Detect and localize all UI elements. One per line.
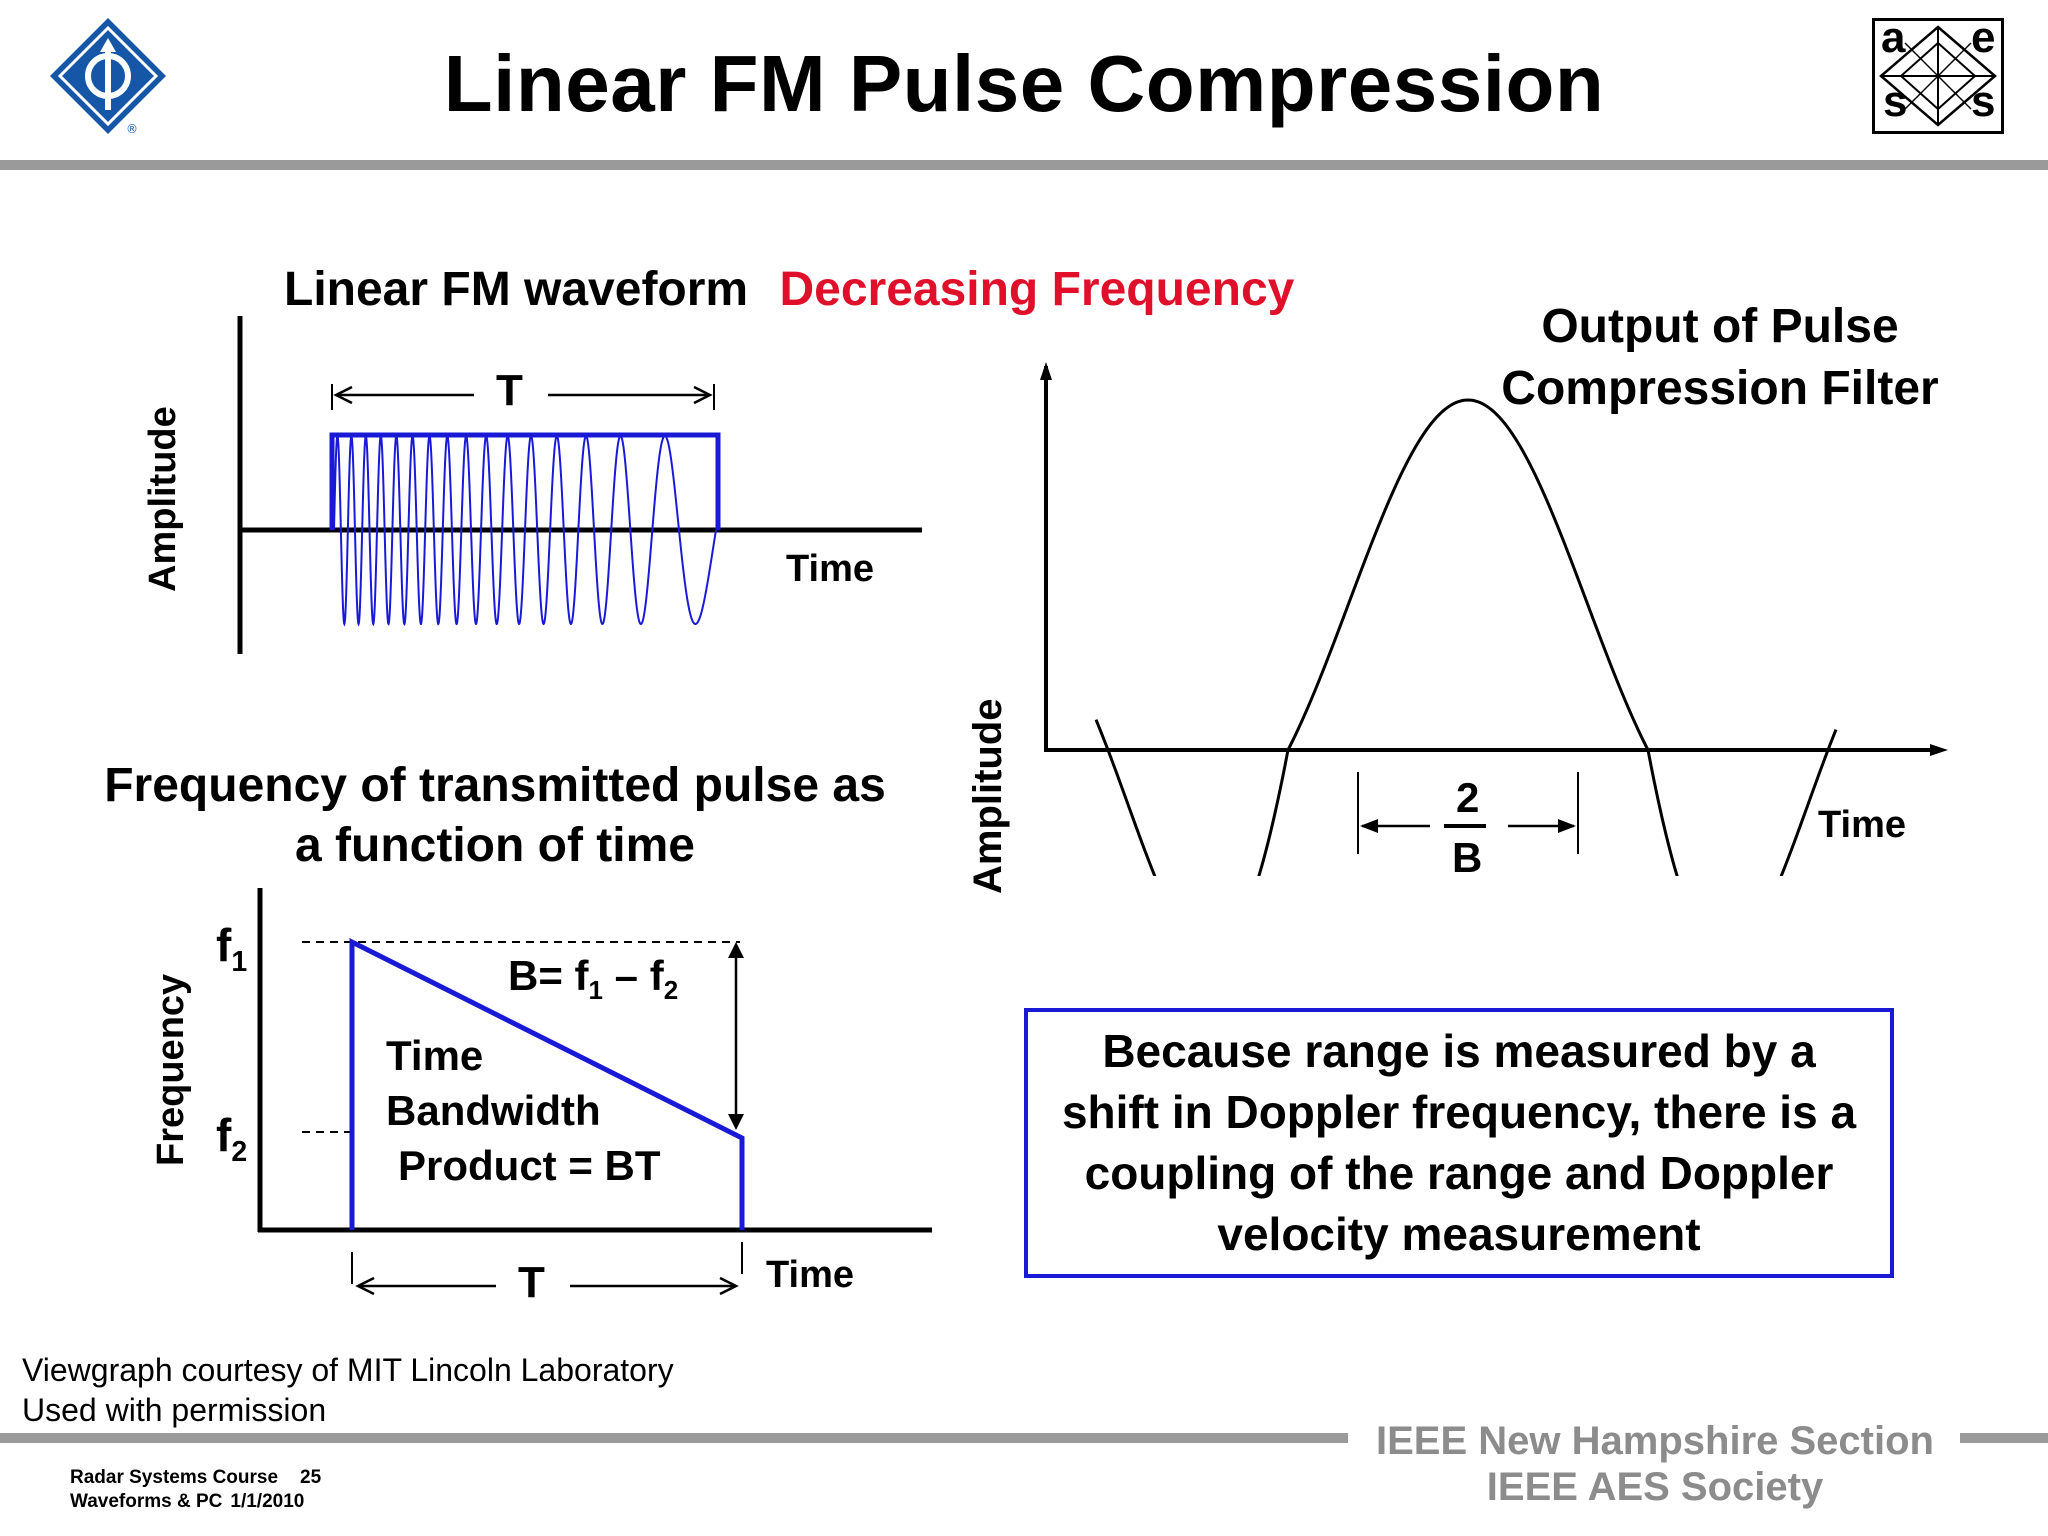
frequency-duration-label: T	[518, 1258, 545, 1307]
frequency-plot	[257, 888, 932, 1296]
aess-letter-e: e	[1971, 13, 1996, 62]
frequency-x-label: Time	[766, 1254, 855, 1296]
pulse-envelope	[329, 432, 721, 530]
ieee-logo: ®	[50, 18, 166, 136]
footer-course: Radar Systems Course 25 Waveforms & PC 1/1…	[70, 1467, 322, 1512]
aess-logo: a e s s	[1872, 13, 2004, 134]
footer-divider-right	[1960, 1433, 2048, 1443]
output-title: Output of Pulse Compression Filter	[1470, 296, 1970, 420]
bandwidth-equation: B= f1 – f2	[508, 952, 679, 1006]
footer-org: IEEE New Hampshire Section IEEE AES Soci…	[1350, 1418, 1960, 1510]
frequency-sweep	[349, 937, 745, 1230]
title-divider	[0, 160, 2048, 170]
aess-letter-a: a	[1881, 13, 1906, 62]
output-title-line2: Compression Filter	[1501, 362, 1939, 415]
compressed-pulse-plot	[1040, 362, 1948, 876]
waveform-y-label: Amplitude	[142, 406, 184, 592]
output-title-line1: Output of Pulse	[1541, 300, 1899, 353]
output-y-label: Amplitude	[966, 698, 1010, 894]
aess-letter-s2: s	[1971, 77, 1996, 126]
f1-label: f1	[216, 919, 248, 978]
waveform-title: Linear FM waveform Decreasing Frequency	[284, 262, 1294, 317]
output-x-label: Time	[1818, 804, 1907, 846]
sinc-response	[1094, 398, 1838, 876]
coupling-note: Because range is measured by a shift in …	[1024, 1008, 1894, 1278]
frequency-title-line1: Frequency of transmitted pulse as	[104, 759, 886, 812]
pulse-width-denominator: B	[1452, 834, 1483, 881]
credit: Viewgraph courtesy of MIT Lincoln Labora…	[22, 1350, 674, 1430]
waveform-title-text: Linear FM waveform	[284, 263, 749, 316]
frequency-title-line2: a function of time	[295, 819, 695, 872]
frequency-title: Frequency of transmitted pulse as a func…	[40, 756, 950, 876]
pulse-width-numerator: 2	[1456, 774, 1480, 821]
lfm-waveform-plot	[237, 316, 922, 654]
credit-line2: Used with permission	[22, 1392, 327, 1428]
waveform-title-highlight: Decreasing Frequency	[779, 263, 1295, 316]
footer-org-line1: IEEE New Hampshire Section	[1376, 1419, 1934, 1463]
frequency-y-label: Frequency	[150, 973, 192, 1166]
footer-org-line2: IEEE AES Society	[1486, 1465, 1824, 1509]
svg-text:®: ®	[126, 122, 138, 136]
footer-divider-left	[0, 1433, 1348, 1443]
waveform-duration-label: T	[496, 366, 523, 415]
slide-title: Linear FM Pulse Compression	[443, 39, 1605, 128]
f2-label: f2	[216, 1109, 248, 1168]
credit-line1: Viewgraph courtesy of MIT Lincoln Labora…	[22, 1352, 674, 1388]
time-bandwidth-product: Time Bandwidth Product = BT	[386, 1032, 661, 1189]
chirp-signal	[333, 433, 717, 627]
waveform-x-label: Time	[786, 548, 875, 590]
aess-letter-s1: s	[1883, 77, 1908, 126]
